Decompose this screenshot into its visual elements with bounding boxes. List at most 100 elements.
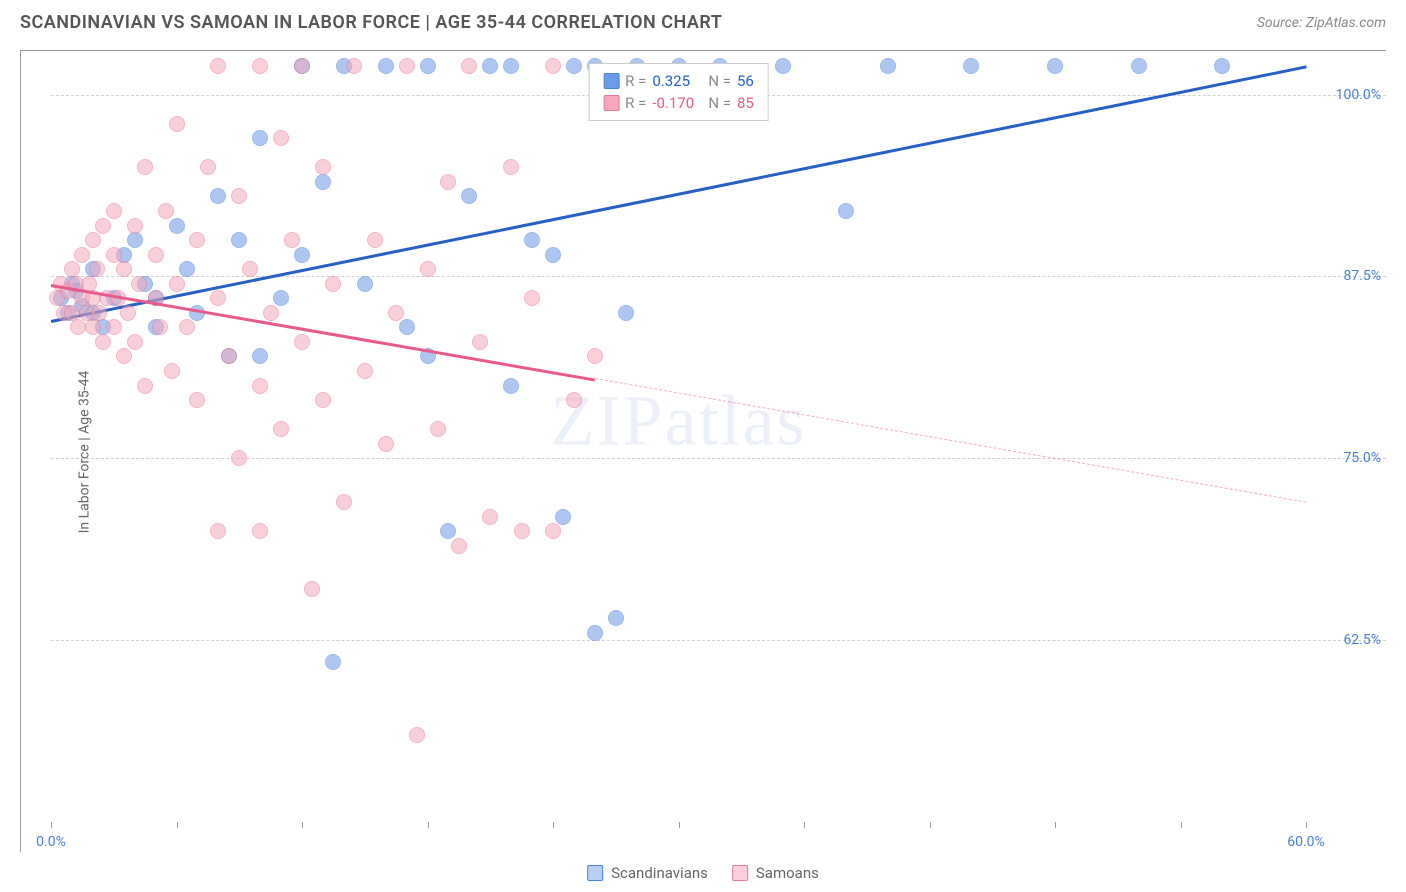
data-point bbox=[587, 348, 603, 364]
x-tick-label: 60.0% bbox=[1287, 834, 1325, 850]
data-point bbox=[70, 319, 86, 335]
data-point bbox=[461, 58, 477, 74]
data-point bbox=[420, 58, 436, 74]
data-point bbox=[440, 523, 456, 539]
legend-row: R =0.325N =56 bbox=[603, 70, 754, 92]
legend-n-value: 85 bbox=[737, 94, 754, 112]
data-point bbox=[1131, 58, 1147, 74]
data-point bbox=[294, 334, 310, 350]
x-tick bbox=[804, 822, 805, 828]
data-point bbox=[169, 218, 185, 234]
data-point bbox=[263, 305, 279, 321]
x-tick bbox=[930, 822, 931, 828]
data-point bbox=[210, 58, 226, 74]
data-point bbox=[555, 509, 571, 525]
legend-n-label: N = bbox=[708, 94, 731, 112]
data-point bbox=[608, 610, 624, 626]
data-point bbox=[120, 305, 136, 321]
legend-r-label: R = bbox=[625, 94, 646, 112]
legend-r-value: -0.170 bbox=[652, 94, 702, 112]
data-point bbox=[566, 392, 582, 408]
data-point bbox=[482, 58, 498, 74]
y-tick-label: 75.0% bbox=[1343, 450, 1381, 466]
data-point bbox=[430, 421, 446, 437]
data-point bbox=[116, 348, 132, 364]
data-point bbox=[137, 378, 153, 394]
data-point bbox=[775, 58, 791, 74]
data-point bbox=[95, 334, 111, 350]
data-point bbox=[242, 261, 258, 277]
data-point bbox=[210, 290, 226, 306]
data-point bbox=[409, 727, 425, 743]
gridline bbox=[51, 458, 1386, 459]
data-point bbox=[1214, 58, 1230, 74]
x-tick-label: 0.0% bbox=[36, 834, 66, 850]
data-point bbox=[152, 319, 168, 335]
data-point bbox=[127, 218, 143, 234]
data-point bbox=[618, 305, 634, 321]
data-point bbox=[294, 247, 310, 263]
data-point bbox=[524, 290, 540, 306]
data-point bbox=[85, 232, 101, 248]
data-point bbox=[252, 523, 268, 539]
data-point bbox=[566, 58, 582, 74]
data-point bbox=[503, 378, 519, 394]
legend-r-value: 0.325 bbox=[652, 72, 702, 90]
data-point bbox=[200, 159, 216, 175]
x-tick bbox=[1055, 822, 1056, 828]
data-point bbox=[545, 523, 561, 539]
correlation-legend: R =0.325N =56R =-0.170N =85 bbox=[588, 63, 769, 121]
data-point bbox=[137, 159, 153, 175]
data-point bbox=[74, 247, 90, 263]
data-point bbox=[106, 319, 122, 335]
data-point bbox=[367, 232, 383, 248]
data-point bbox=[131, 276, 147, 292]
data-point bbox=[346, 58, 362, 74]
data-point bbox=[451, 538, 467, 554]
data-point bbox=[273, 421, 289, 437]
data-point bbox=[273, 130, 289, 146]
x-tick bbox=[177, 822, 178, 828]
data-point bbox=[64, 261, 80, 277]
data-point bbox=[210, 523, 226, 539]
data-point bbox=[127, 232, 143, 248]
legend-row: R = -0.170 N = 85 bbox=[603, 92, 754, 114]
data-point bbox=[106, 203, 122, 219]
data-point bbox=[179, 319, 195, 335]
data-point bbox=[378, 436, 394, 452]
data-point bbox=[315, 159, 331, 175]
data-point bbox=[164, 363, 180, 379]
data-point bbox=[325, 276, 341, 292]
data-point bbox=[503, 159, 519, 175]
data-point bbox=[472, 334, 488, 350]
data-point bbox=[482, 509, 498, 525]
data-point bbox=[503, 58, 519, 74]
legend-swatch bbox=[603, 95, 619, 111]
legend-n-label: N = bbox=[708, 72, 731, 90]
data-point bbox=[514, 523, 530, 539]
data-point bbox=[89, 261, 105, 277]
data-point bbox=[357, 363, 373, 379]
data-point bbox=[838, 203, 854, 219]
data-point bbox=[252, 58, 268, 74]
data-point bbox=[1047, 58, 1063, 74]
trend-line-extrapolated bbox=[595, 378, 1306, 503]
data-point bbox=[148, 247, 164, 263]
gridline bbox=[51, 640, 1386, 641]
data-point bbox=[315, 392, 331, 408]
data-point bbox=[231, 188, 247, 204]
data-point bbox=[440, 174, 456, 190]
legend-item: Scandinavians bbox=[587, 864, 708, 882]
x-tick bbox=[302, 822, 303, 828]
x-tick bbox=[51, 822, 52, 828]
data-point bbox=[189, 232, 205, 248]
legend-swatch bbox=[587, 865, 603, 881]
legend-r-label: R = bbox=[625, 72, 646, 90]
data-point bbox=[106, 247, 122, 263]
data-point bbox=[273, 290, 289, 306]
data-point bbox=[388, 305, 404, 321]
legend-label: Samoans bbox=[756, 864, 819, 882]
data-point bbox=[378, 58, 394, 74]
data-point bbox=[294, 58, 310, 74]
data-point bbox=[169, 276, 185, 292]
